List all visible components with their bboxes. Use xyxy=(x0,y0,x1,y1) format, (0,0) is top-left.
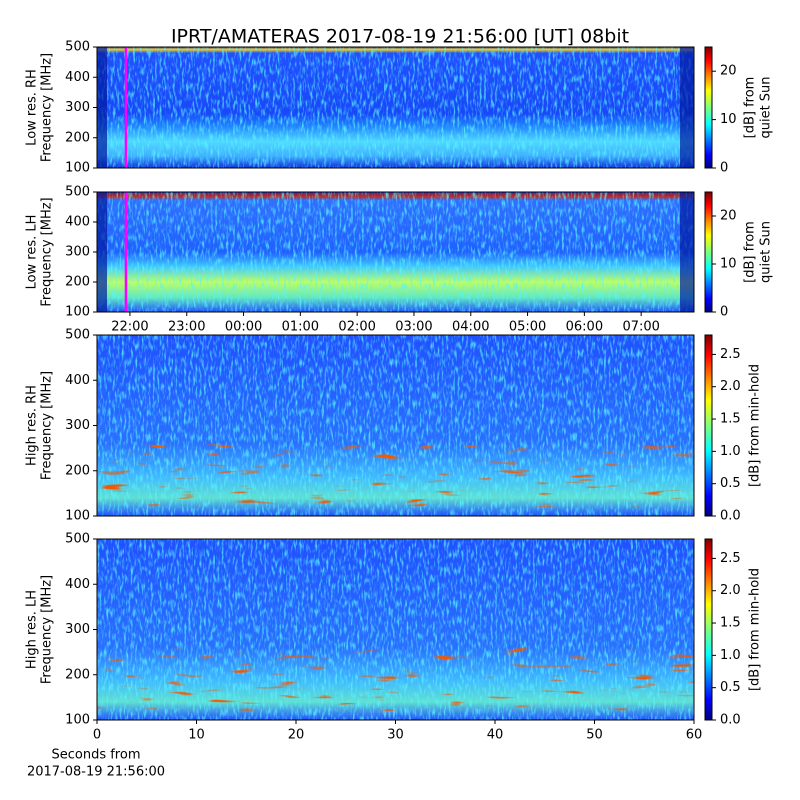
y-tick-label: 500 xyxy=(65,328,90,343)
y-tick-label: 400 xyxy=(65,577,90,592)
colorbar xyxy=(704,46,713,169)
colorbar-tick-label: 0.5 xyxy=(720,476,741,491)
spectrogram-noise xyxy=(97,47,694,168)
x-tick-label: 50 xyxy=(586,728,603,743)
colorbar-tick-label: 1.5 xyxy=(720,412,741,427)
colorbar-tick-label: 0 xyxy=(720,305,728,320)
figure-title: IPRT/AMATERAS 2017-08-19 21:56:00 [UT] 0… xyxy=(171,26,629,48)
colorbar xyxy=(704,334,713,517)
colorbar-label: [dB] from min-hold xyxy=(748,364,763,487)
y-tick-label: 300 xyxy=(65,622,90,637)
edge-band xyxy=(680,47,694,168)
y-tick-label: 300 xyxy=(65,100,90,115)
y-tick-label: 200 xyxy=(65,463,90,478)
y-axis-label: Frequency [MHz] xyxy=(40,575,55,684)
colorbar-tick-label: 2.0 xyxy=(720,379,741,394)
x-tick-label: 00:00 xyxy=(225,320,262,335)
spectrogram-bursts xyxy=(97,443,694,507)
colorbar-label: [dB] from xyxy=(743,221,758,283)
y-axis-label: High res. LH xyxy=(25,590,40,669)
y-tick-label: 400 xyxy=(65,373,90,388)
y-tick-label: 100 xyxy=(65,305,90,320)
y-axis-label: Low res. RH xyxy=(25,69,40,146)
colorbar-tick-label: 2.5 xyxy=(720,551,741,566)
y-axis-label: High res. RH xyxy=(25,385,40,466)
colorbar-label: [dB] from xyxy=(743,77,758,139)
x-tick-label: 06:00 xyxy=(566,320,603,335)
x-tick-label: 30 xyxy=(387,728,404,743)
y-tick-label: 300 xyxy=(65,418,90,433)
y-axis-label: Low res. LH xyxy=(25,215,40,290)
y-tick-label: 200 xyxy=(65,275,90,290)
spectrogram-noise xyxy=(97,192,694,312)
y-tick-label: 100 xyxy=(65,713,90,728)
x-tick-label: 10 xyxy=(188,728,205,743)
edge-band xyxy=(97,192,107,312)
x-tick-label: 02:00 xyxy=(338,320,375,335)
x-tick-label: 01:00 xyxy=(282,320,319,335)
colorbar-tick-label: 0.0 xyxy=(720,509,741,524)
colorbar-label: quiet Sun xyxy=(759,221,774,283)
y-tick-label: 100 xyxy=(65,509,90,524)
x-tick-label: 40 xyxy=(487,728,504,743)
colorbar-tick-label: 2.0 xyxy=(720,583,741,598)
y-tick-label: 400 xyxy=(65,70,90,85)
x-tick-label: 20 xyxy=(288,728,305,743)
x-tick-label: 60 xyxy=(686,728,703,743)
y-tick-label: 300 xyxy=(65,245,90,260)
x-tick-label: 23:00 xyxy=(168,320,205,335)
colorbar-tick-label: 10 xyxy=(720,112,737,127)
y-tick-label: 500 xyxy=(65,40,90,55)
x-axis-label: 2017-08-19 21:56:00 xyxy=(27,765,165,780)
y-tick-label: 100 xyxy=(65,161,90,176)
y-axis-label: Frequency [MHz] xyxy=(40,53,55,162)
x-tick-label: 03:00 xyxy=(395,320,432,335)
y-axis-label: Frequency [MHz] xyxy=(40,371,55,480)
colorbar-tick-label: 20 xyxy=(720,209,737,224)
edge-band xyxy=(680,192,694,312)
colorbar-tick-label: 10 xyxy=(720,257,737,272)
colorbar xyxy=(704,191,713,313)
x-tick-label: 04:00 xyxy=(452,320,489,335)
colorbar-label: [dB] from min-hold xyxy=(748,568,763,691)
x-axis-label: Seconds from xyxy=(51,748,140,763)
y-tick-label: 200 xyxy=(65,130,90,145)
edge-band xyxy=(97,47,107,168)
colorbar-tick-label: 0 xyxy=(720,161,728,176)
spectrogram-bursts xyxy=(97,647,694,711)
y-tick-label: 500 xyxy=(65,532,90,547)
colorbar-tick-label: 0.0 xyxy=(720,713,741,728)
x-tick-label: 07:00 xyxy=(622,320,659,335)
x-tick-label: 22:00 xyxy=(111,320,148,335)
colorbar-tick-label: 20 xyxy=(720,64,737,79)
colorbar-label: quiet Sun xyxy=(759,76,774,138)
colorbar-tick-label: 1.5 xyxy=(720,616,741,631)
y-tick-label: 400 xyxy=(65,215,90,230)
x-tick-label: 0 xyxy=(93,728,101,743)
colorbar-tick-label: 1.0 xyxy=(720,444,741,459)
colorbar-tick-label: 1.0 xyxy=(720,648,741,663)
colorbar-tick-label: 0.5 xyxy=(720,680,741,695)
y-axis-label: Frequency [MHz] xyxy=(40,197,55,306)
colorbar-tick-label: 2.5 xyxy=(720,347,741,362)
x-tick-label: 05:00 xyxy=(509,320,546,335)
y-tick-label: 200 xyxy=(65,667,90,682)
colorbar xyxy=(704,538,713,721)
y-tick-label: 500 xyxy=(65,185,90,200)
